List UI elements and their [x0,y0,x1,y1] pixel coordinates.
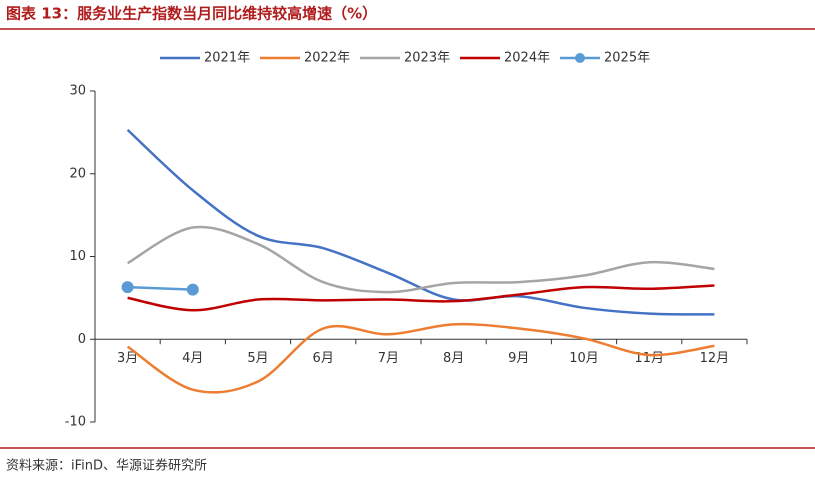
x-tick-label: 10月 [569,351,599,366]
y-tick-label: 10 [69,249,86,264]
line [126,128,715,316]
x-tick-label: 7月 [378,351,399,366]
x-tick-label: 4月 [182,351,203,366]
y-tick-label: 0 [78,332,86,347]
legend-label: 2022年 [304,51,350,66]
source: 资料来源：iFinD、华源证券研究所 [6,458,207,474]
line [127,284,715,312]
legend-label: 2021年 [204,51,250,66]
x-tick-label: 9月 [508,351,529,366]
y-tick-label: 30 [69,84,86,99]
x-tick-label: 5月 [247,351,268,366]
legend-marker [575,53,585,63]
legend-label: 2024年 [504,51,550,66]
marker [186,283,199,296]
marker [121,281,134,294]
x-tick-label: 12月 [700,351,730,366]
legend-label: 2025年 [604,51,650,66]
line [126,322,715,394]
x-tick-label: 6月 [313,351,334,366]
legend-label: 2023年 [404,51,450,66]
line [126,225,715,294]
y-tick-label: -10 [65,415,86,430]
x-tick-label: 8月 [443,351,464,366]
y-tick-label: 20 [69,166,86,181]
line [127,285,193,291]
chart-title: 图表 13：服务业生产指数当月同比维持较高增速（%） [6,5,377,23]
x-tick-label: 3月 [117,351,138,366]
